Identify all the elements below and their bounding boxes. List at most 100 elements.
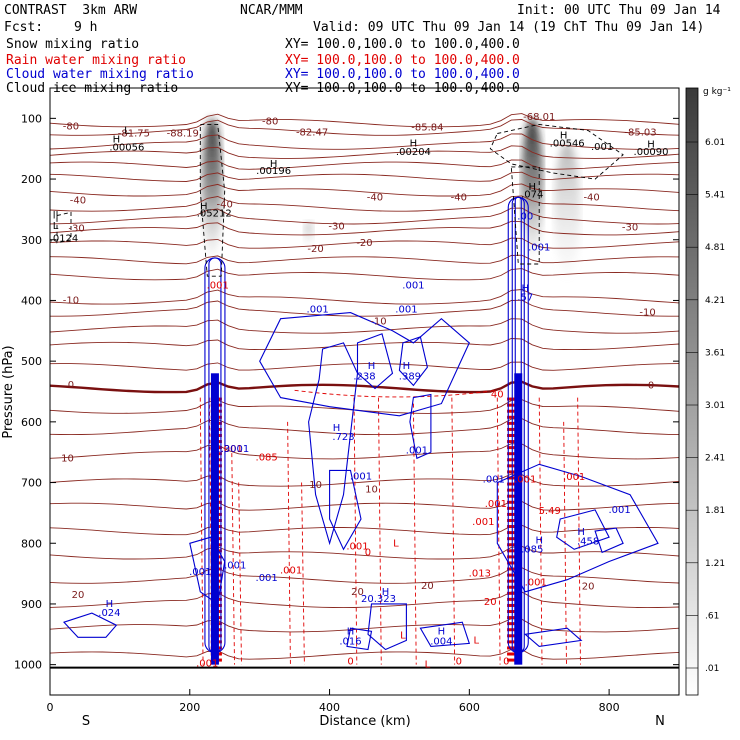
x-end-label-north: N [655, 714, 665, 729]
temperature-label: 0 [68, 380, 74, 391]
x-end-label-south: S [82, 714, 90, 729]
rain-core-dash [507, 658, 519, 662]
isotherm-line [50, 443, 679, 460]
colorbar-level-label: 1.21 [705, 559, 725, 569]
temperature-label: -10 [63, 295, 79, 306]
colorbar-level-label: 2.41 [705, 454, 725, 464]
header-fcst-value: 9 h [74, 20, 98, 35]
cloud-water-label: 20.323 [361, 594, 396, 605]
rain-contour-line [231, 446, 235, 665]
header-center: NCAR/MMM [240, 3, 303, 18]
rain-label: 0 [365, 547, 371, 558]
colorbar-level-label: 5.41 [705, 191, 725, 201]
rain-label: .001 [221, 444, 243, 455]
colorbar-level-label: 6.01 [705, 138, 725, 148]
temperature-label: -40 [367, 192, 383, 203]
snow-shading-tower [554, 142, 581, 277]
rain-label: .001 [207, 280, 229, 291]
y-tick-label: 700 [21, 477, 42, 490]
colorbar-ticks: 6.01 5.41 4.81 4.21 3.61 3.01 2.41 1.81 1.21 .61.… [686, 138, 725, 674]
isotherm-line [50, 380, 679, 394]
cloud-water-contour-layer [63, 196, 659, 665]
snow-ice-label: H [270, 159, 278, 170]
x-axis-label: Distance (km) [319, 714, 410, 729]
snow-ice-label: L [53, 221, 59, 232]
cloud-water-label: .238 [353, 371, 375, 382]
cloud-water-label: .001 [608, 505, 630, 516]
snow-ice-label: .001 [591, 142, 613, 153]
isotherm-line [50, 183, 679, 197]
colorbar-level-label: .01 [705, 664, 719, 674]
header-model: CONTRAST 3km ARW [4, 3, 138, 18]
rain-label: .001 [280, 566, 302, 577]
cloud-water-contour [189, 536, 226, 605]
temperature-label: -30 [328, 221, 344, 232]
rain-contour-line [301, 482, 305, 665]
snow-ice-label: H [647, 139, 655, 150]
cloud-water-contour [409, 393, 432, 460]
temperature-label: -80 [63, 121, 79, 132]
temperature-label: -85.84 [411, 122, 443, 133]
isotherm-line [50, 195, 679, 212]
contour-label-layer: -80 -81.75 -88.19 -80 -82.47 -85.84 -68.01 -85.… [50, 112, 669, 671]
isotherm-line [50, 418, 679, 436]
rain-label: .001 [525, 578, 547, 589]
cloud-water-label: .723 [332, 432, 354, 443]
temperature-label: -40 [583, 192, 599, 203]
cloud-water-label: .001 [406, 445, 428, 456]
isotherm-line [50, 591, 679, 609]
cloud-water-label: .004 [430, 637, 452, 648]
cloud-water-contour [356, 333, 394, 390]
temperature-label: -82.47 [296, 127, 328, 138]
cloud-water-label: .001 [395, 305, 417, 316]
snow-ice-label: H [200, 201, 208, 212]
x-tick-label: 600 [459, 701, 480, 714]
cloud-water-contour [594, 527, 624, 554]
temperature-label: 20 [421, 581, 434, 592]
cloud-water-contour [556, 509, 610, 550]
cloud-water-contour [259, 312, 470, 417]
snow-ice-label: .00196 [256, 166, 291, 177]
header-fcst-label: Fcst: [4, 20, 44, 35]
rain-contour-line [577, 397, 581, 665]
cloud-water-label: .001 [528, 243, 550, 254]
rain-contour-line [496, 397, 501, 665]
rain-label: .001 [514, 475, 536, 486]
cloud-water-label: H [577, 527, 585, 538]
cloud-water-label: .389 [399, 371, 421, 382]
legend-cloudwater-xy: XY= 100.0,100.0 to 100.0,400.0 [285, 67, 520, 82]
header-valid: Valid: 09 UTC Thu 09 Jan 14 (19 ChT Thu … [313, 20, 705, 35]
snow-ice-label: H [528, 182, 536, 193]
isotherm-line [50, 618, 679, 633]
rain-label: .001 [346, 541, 368, 552]
snow-ice-label: H [410, 138, 418, 149]
isotherm-line [50, 113, 679, 128]
x-tick-label: 800 [599, 701, 620, 714]
cloud-water-contour [308, 342, 359, 546]
isotherm-line [50, 207, 679, 225]
cloud-water-label: .001 [402, 280, 424, 291]
legend-snow-xy: XY= 100.0,100.0 to 100.0,400.0 [285, 37, 520, 52]
cloud-water-contour [346, 627, 373, 651]
isotherm-line [50, 361, 679, 371]
isotherm-line [50, 473, 679, 487]
rain-label: .001 [196, 658, 218, 669]
rain-label: L [425, 660, 431, 671]
cloud-water-label: .024 [98, 608, 120, 619]
cloud-water-label: .57 [517, 292, 533, 303]
isotherm-line [50, 171, 679, 182]
isotherm-line [50, 289, 679, 305]
y-tick-label: 1000 [14, 659, 42, 672]
snow-ice-label: .00204 [396, 147, 431, 158]
temperature-label: -10 [370, 317, 386, 328]
temperature-label: 20 [351, 587, 364, 598]
temperature-label: -40 [70, 195, 86, 206]
isotherm-line [50, 159, 679, 170]
temperature-label: 20 [72, 590, 85, 601]
rain-label: 5.49 [539, 506, 561, 517]
snow-ice-label: ll [53, 211, 59, 222]
temperature-label: -30 [622, 223, 638, 234]
snow-ice-label: .00090 [634, 147, 669, 158]
cloud-water-label: .016 [339, 637, 361, 648]
rain-label: .001 [472, 517, 494, 528]
